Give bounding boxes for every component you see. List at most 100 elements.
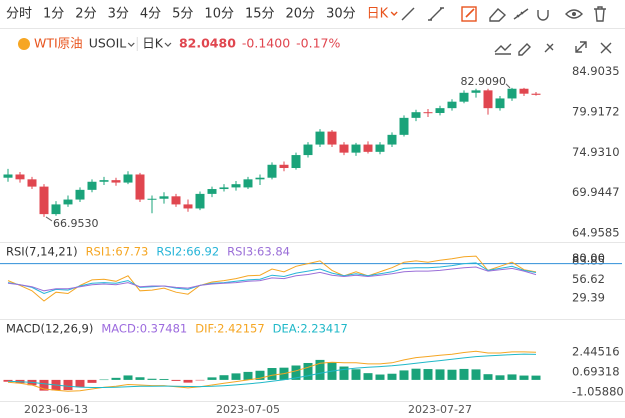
annotation-leader <box>45 216 53 222</box>
x-tick-label: 2023-07-27 <box>408 403 472 416</box>
candle-body <box>159 196 169 199</box>
candle-body <box>423 112 433 114</box>
close-button[interactable] <box>600 42 612 54</box>
macd-bar <box>291 365 301 380</box>
macd-bar <box>531 375 541 380</box>
macd-bar <box>75 379 85 388</box>
y-tick-label: 2.44516 <box>572 344 620 358</box>
period-tab[interactable]: 10分 <box>204 7 234 22</box>
last-price: 82.0480 <box>179 36 236 51</box>
y-tick-label: -1.05880 <box>572 384 624 398</box>
y-tick-label: 29.39 <box>572 291 605 305</box>
candle-body <box>3 174 13 178</box>
legend-label: MACD:0.37481 <box>101 322 187 336</box>
macd-bar <box>219 375 229 380</box>
macd-bar <box>3 379 13 382</box>
legend-label: RSI1:67.73 <box>86 245 149 259</box>
macd-bar <box>459 368 469 380</box>
macd-bar <box>447 369 457 380</box>
eye-tool[interactable] <box>565 9 583 19</box>
candle-body <box>255 177 265 180</box>
macd-bar <box>471 369 481 380</box>
macd-bar <box>399 370 409 380</box>
period-tab[interactable]: 1分 <box>43 7 64 22</box>
symbol-code[interactable]: USOIL <box>89 36 127 51</box>
rsi-line <box>7 266 537 292</box>
y-tick-label: 0.69318 <box>572 364 620 378</box>
macd-line <box>7 350 537 392</box>
magnet-tool[interactable] <box>537 10 549 21</box>
candle-body <box>291 155 301 169</box>
line-tool[interactable] <box>401 7 415 21</box>
period-tab[interactable]: 3分 <box>108 7 129 22</box>
macd-bar <box>363 373 373 380</box>
macd-bar <box>183 379 193 383</box>
edit-tool[interactable] <box>461 6 477 22</box>
candle-body <box>495 98 505 109</box>
segment-tool[interactable] <box>428 7 444 21</box>
macd-bar <box>435 369 445 380</box>
dropdown-arrow <box>164 42 172 47</box>
fullscreen-button[interactable] <box>575 41 587 53</box>
legend-label: DIF:2.42157 <box>195 322 264 336</box>
period-tab[interactable]: 30分 <box>326 7 356 22</box>
header-tools <box>494 41 612 56</box>
candle-body <box>531 93 541 95</box>
draw-button[interactable] <box>518 43 531 56</box>
tool-button[interactable] <box>544 43 554 53</box>
candle-body <box>207 189 217 194</box>
legend-label: RSI2:66.92 <box>156 245 219 259</box>
eraser-tool[interactable] <box>489 8 507 22</box>
period-tab[interactable]: 4分 <box>140 7 161 22</box>
edit-pen <box>465 8 475 18</box>
macd-bar <box>483 374 493 380</box>
macd-bar <box>159 378 169 380</box>
candle-body <box>327 131 337 145</box>
macd-bar <box>351 369 361 380</box>
period-tab[interactable]: 2分 <box>75 7 96 22</box>
period-tab[interactable]: 5分 <box>172 7 193 22</box>
macd-bar <box>519 375 529 380</box>
candle-body <box>447 101 457 109</box>
macd-bar <box>243 371 253 380</box>
low-annotation: 66.9530 <box>53 217 99 230</box>
candle-body <box>399 117 409 135</box>
candle-body <box>411 112 421 118</box>
macd-bar <box>207 377 217 380</box>
dropdown-arrow <box>127 42 135 47</box>
legend-label: DEA:2.23417 <box>273 322 348 336</box>
period-tab[interactable]: 15分 <box>245 7 275 22</box>
period-tab[interactable]: 分时 <box>6 7 32 22</box>
indicator-title: MACD(12,26,9) <box>6 322 93 336</box>
ruler-tool[interactable] <box>513 8 529 20</box>
draw-tools <box>401 6 606 22</box>
x-tick-label: 2023-07-05 <box>216 403 280 416</box>
y-tick-label: 74.9310 <box>572 145 620 159</box>
annotation-leader <box>505 83 511 89</box>
macd-bar <box>411 368 421 380</box>
candle-body <box>219 187 229 190</box>
macd-bar <box>231 373 241 380</box>
period-select[interactable]: 日K <box>142 36 164 51</box>
period-tab[interactable]: 20分 <box>286 7 316 22</box>
macd-bar <box>423 369 433 380</box>
symbol-icon <box>18 38 30 50</box>
macd-bar <box>387 373 397 380</box>
trash-tool[interactable] <box>594 6 606 22</box>
candle-body <box>387 134 397 145</box>
period-tab[interactable]: 日K <box>367 7 389 22</box>
y-tick-label: 84.9035 <box>572 64 620 78</box>
eye-icon <box>565 9 583 19</box>
reference-label: 80.00 <box>572 251 605 265</box>
indicator-button[interactable] <box>494 43 512 55</box>
candle-body <box>147 198 157 200</box>
macd-bar <box>255 370 265 380</box>
candle-body <box>471 90 481 93</box>
y-tick-label: 69.9447 <box>572 185 620 199</box>
candle-body <box>303 144 313 156</box>
candle-body <box>243 179 253 188</box>
candle-body <box>363 144 373 152</box>
macd-bar <box>267 368 277 380</box>
macd-bar <box>147 378 157 380</box>
